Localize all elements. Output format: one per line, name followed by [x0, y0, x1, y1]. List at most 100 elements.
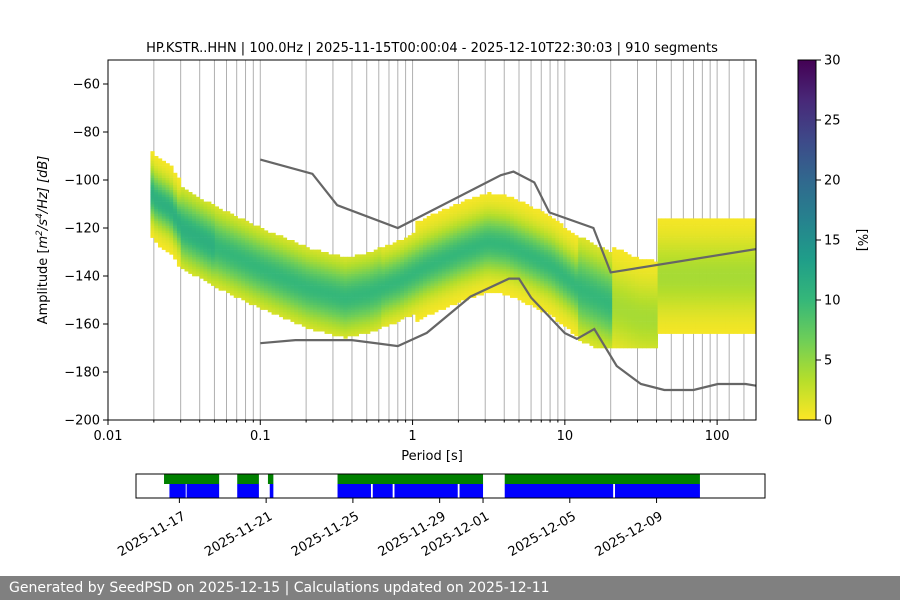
- density-cell: [237, 278, 242, 282]
- density-cell: [464, 280, 469, 284]
- density-cell: [245, 290, 250, 294]
- density-cell: [525, 271, 530, 274]
- density-cell: [252, 264, 257, 267]
- density-cell: [226, 249, 231, 253]
- density-cell: [377, 283, 382, 286]
- density-cell: [498, 247, 503, 250]
- density-cell: [275, 242, 280, 246]
- density-cell: [457, 237, 462, 241]
- density-cell: [324, 254, 329, 258]
- density-cell: [415, 235, 420, 238]
- density-cell: [612, 304, 617, 308]
- density-cell: [313, 254, 318, 258]
- density-cell: [460, 204, 465, 207]
- density-cell: [464, 261, 469, 265]
- density-cell: [396, 242, 401, 246]
- density-cell: [241, 285, 246, 289]
- density-cell: [245, 247, 250, 250]
- density-cell: [294, 256, 299, 260]
- density-cell: [544, 271, 549, 274]
- density-cell: [422, 264, 428, 267]
- density-cell: [298, 319, 303, 322]
- density-cell: [615, 307, 621, 310]
- density-cell: [460, 288, 465, 291]
- density-cell: [161, 230, 166, 234]
- density-cell: [453, 297, 458, 301]
- density-cell: [199, 220, 204, 224]
- density-cell: [354, 276, 360, 279]
- density-cell: [438, 297, 443, 301]
- density-cell: [566, 264, 571, 267]
- density-cell: [536, 235, 541, 238]
- density-cell: [615, 295, 621, 298]
- density-cell: [263, 290, 269, 294]
- density-cell: [566, 297, 571, 301]
- density-cell: [562, 302, 568, 306]
- density-cell: [502, 290, 507, 294]
- density-cell: [604, 326, 609, 330]
- density-cell: [642, 264, 647, 267]
- density-cell: [441, 295, 447, 298]
- density-cell: [521, 216, 526, 219]
- density-cell: [195, 213, 201, 217]
- density-cell: [547, 252, 553, 255]
- density-cell: [415, 228, 420, 231]
- density-cell: [362, 314, 367, 318]
- density-cell: [263, 259, 269, 262]
- density-cell: [589, 278, 594, 282]
- density-cell: [646, 268, 651, 272]
- density-cell: [316, 249, 322, 253]
- density-cell: [233, 276, 238, 279]
- density-cell: [528, 244, 534, 248]
- density-cell: [513, 235, 518, 238]
- density-cell: [226, 252, 231, 255]
- density-cell: [241, 247, 246, 250]
- density-cell: [472, 201, 477, 205]
- density-cell: [464, 271, 469, 274]
- density-cell: [339, 324, 344, 327]
- density-cell: [305, 247, 310, 250]
- density-cell: [513, 261, 518, 265]
- density-cell: [411, 304, 416, 308]
- density-cell: [544, 252, 549, 255]
- density-cell: [407, 283, 412, 286]
- density-cell: [593, 304, 598, 308]
- density-cell: [615, 276, 621, 279]
- density-cell: [551, 230, 556, 234]
- density-cell: [256, 230, 261, 234]
- density-cell: [483, 252, 488, 255]
- density-cell: [339, 302, 344, 306]
- density-cell: [449, 218, 454, 222]
- density-cell: [604, 336, 609, 339]
- density-cell: [396, 249, 401, 253]
- density-cell: [226, 247, 231, 250]
- density-cell: [309, 268, 314, 272]
- density-cell: [604, 266, 609, 270]
- density-cell: [498, 249, 503, 253]
- density-cell: [332, 271, 337, 274]
- density-cell: [540, 242, 545, 246]
- density-cell: [638, 259, 643, 262]
- density-cell: [623, 254, 628, 258]
- density-cell: [158, 175, 163, 178]
- density-cell: [218, 276, 223, 279]
- density-cell: [404, 259, 409, 262]
- density-cell: [600, 304, 606, 308]
- density-cell: [298, 307, 303, 310]
- density-cell: [415, 280, 420, 284]
- density-cell: [173, 172, 178, 176]
- density-cell: [407, 307, 412, 310]
- density-cell: [483, 196, 488, 200]
- density-cell: [460, 292, 465, 296]
- density-cell: [445, 280, 450, 284]
- density-cell: [309, 290, 314, 294]
- density-cell: [574, 273, 579, 277]
- density-cell: [525, 237, 530, 241]
- density-cell: [400, 307, 405, 310]
- density-cell: [267, 290, 272, 294]
- density-cell: [589, 259, 594, 262]
- density-cell: [445, 283, 450, 286]
- density-cell: [551, 295, 556, 298]
- density-cell: [173, 228, 178, 231]
- density-cell: [419, 235, 424, 238]
